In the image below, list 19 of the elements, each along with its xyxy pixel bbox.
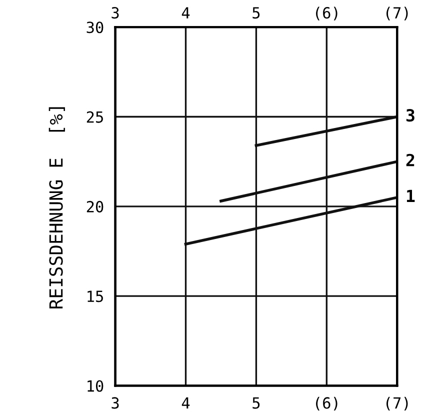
x2-tick-label: 5 [252,397,260,409]
y-tick-label: 20 [86,200,104,212]
y-tick-label: 15 [88,290,103,302]
x2-tick-label: 4 [182,397,190,409]
x2-tick-label: 3 [112,397,119,409]
x-tick-label: 4 [182,7,190,18]
x2-tick-label: (6) [316,396,338,411]
y-tick-label: 25 [86,111,103,123]
series-label: 3 [406,108,414,122]
x-tick-label: (6) [316,6,338,20]
y-tick-label: 30 [86,22,104,34]
series-label: 1 [406,190,415,202]
x-tick-label: 3 [112,7,119,19]
series-label: 2 [406,154,414,166]
y-axis-title: REISSDEHNUNG E [%] [48,107,65,308]
x-tick-label: (7) [386,6,408,20]
x-tick-label: 5 [252,7,260,19]
x2-tick-label: (7) [386,396,408,411]
y-tick-label: 10 [88,380,104,392]
